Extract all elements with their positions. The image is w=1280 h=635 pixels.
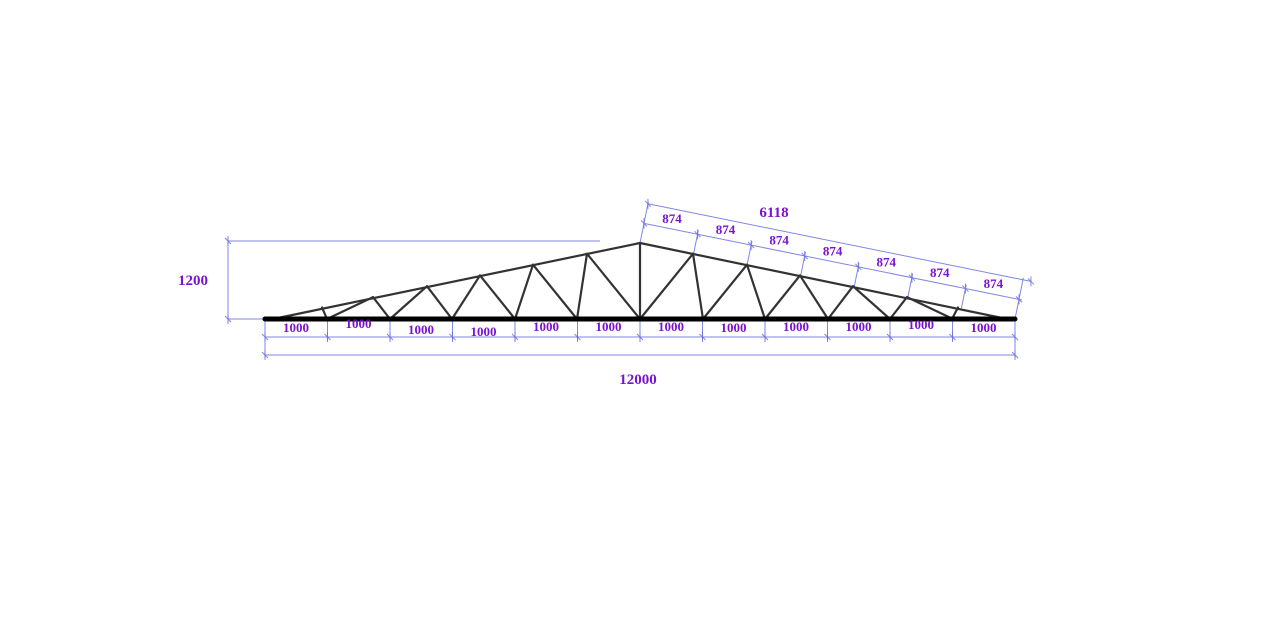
rafter-length-label: 6118 (759, 205, 788, 221)
top-panel-label: 874 (984, 276, 1004, 291)
bottom-panel-label: 1000 (846, 319, 872, 334)
top-panel-label: 874 (930, 265, 950, 280)
web-member (450, 274, 482, 321)
bottom-panel-label: 1000 (471, 324, 497, 339)
bottom-panel-label: 1000 (721, 320, 747, 335)
top-panel-label: 874 (662, 211, 682, 226)
bottom-panel-label: 1000 (658, 319, 684, 334)
web-member (638, 252, 695, 321)
rafter-dimension-line (647, 203, 1032, 282)
web-member (701, 263, 749, 321)
bottom-panel-label: 1000 (596, 319, 622, 334)
top-panel-label: 874 (823, 244, 843, 259)
bottom-panel-label: 1000 (783, 319, 809, 334)
web-member (478, 274, 517, 321)
height-dimension-label: 1200 (178, 273, 208, 289)
web-member (851, 285, 892, 321)
dimension-lines (224, 198, 1035, 360)
top-panel-label: 874 (769, 233, 789, 248)
bottom-panel-label: 1000 (283, 320, 309, 335)
bottom-panel-label: 1000 (908, 317, 934, 332)
web-member (763, 274, 802, 321)
truss-members (262, 241, 1018, 322)
top-panel-label: 874 (716, 222, 736, 237)
web-member (325, 296, 375, 321)
bottom-panel-label: 1000 (971, 320, 997, 335)
web-member (585, 252, 642, 321)
web-member (388, 285, 429, 321)
web-member (888, 296, 909, 321)
span-dimension-label: 12000 (619, 372, 657, 388)
top-chord-left (271, 241, 642, 321)
top-panel-label: 874 (876, 254, 896, 269)
web-member (371, 296, 392, 321)
web-member (798, 274, 830, 321)
bottom-panel-label: 1000 (408, 322, 434, 337)
web-member (826, 285, 855, 321)
web-member (745, 263, 767, 321)
dimension-labels: 1200 12000 6118 1000 1000 1000 1000 1000 1000… (178, 205, 1004, 388)
top-chord-right (638, 241, 1009, 321)
top-panel-dimension-line (643, 222, 1023, 301)
bottom-panel-label: 1000 (346, 316, 372, 331)
web-member (575, 252, 589, 321)
web-member (531, 263, 579, 321)
web-member (691, 252, 705, 321)
bottom-panel-label: 1000 (533, 319, 559, 334)
web-member (513, 263, 535, 321)
web-member (425, 285, 454, 321)
web-member (905, 296, 955, 321)
